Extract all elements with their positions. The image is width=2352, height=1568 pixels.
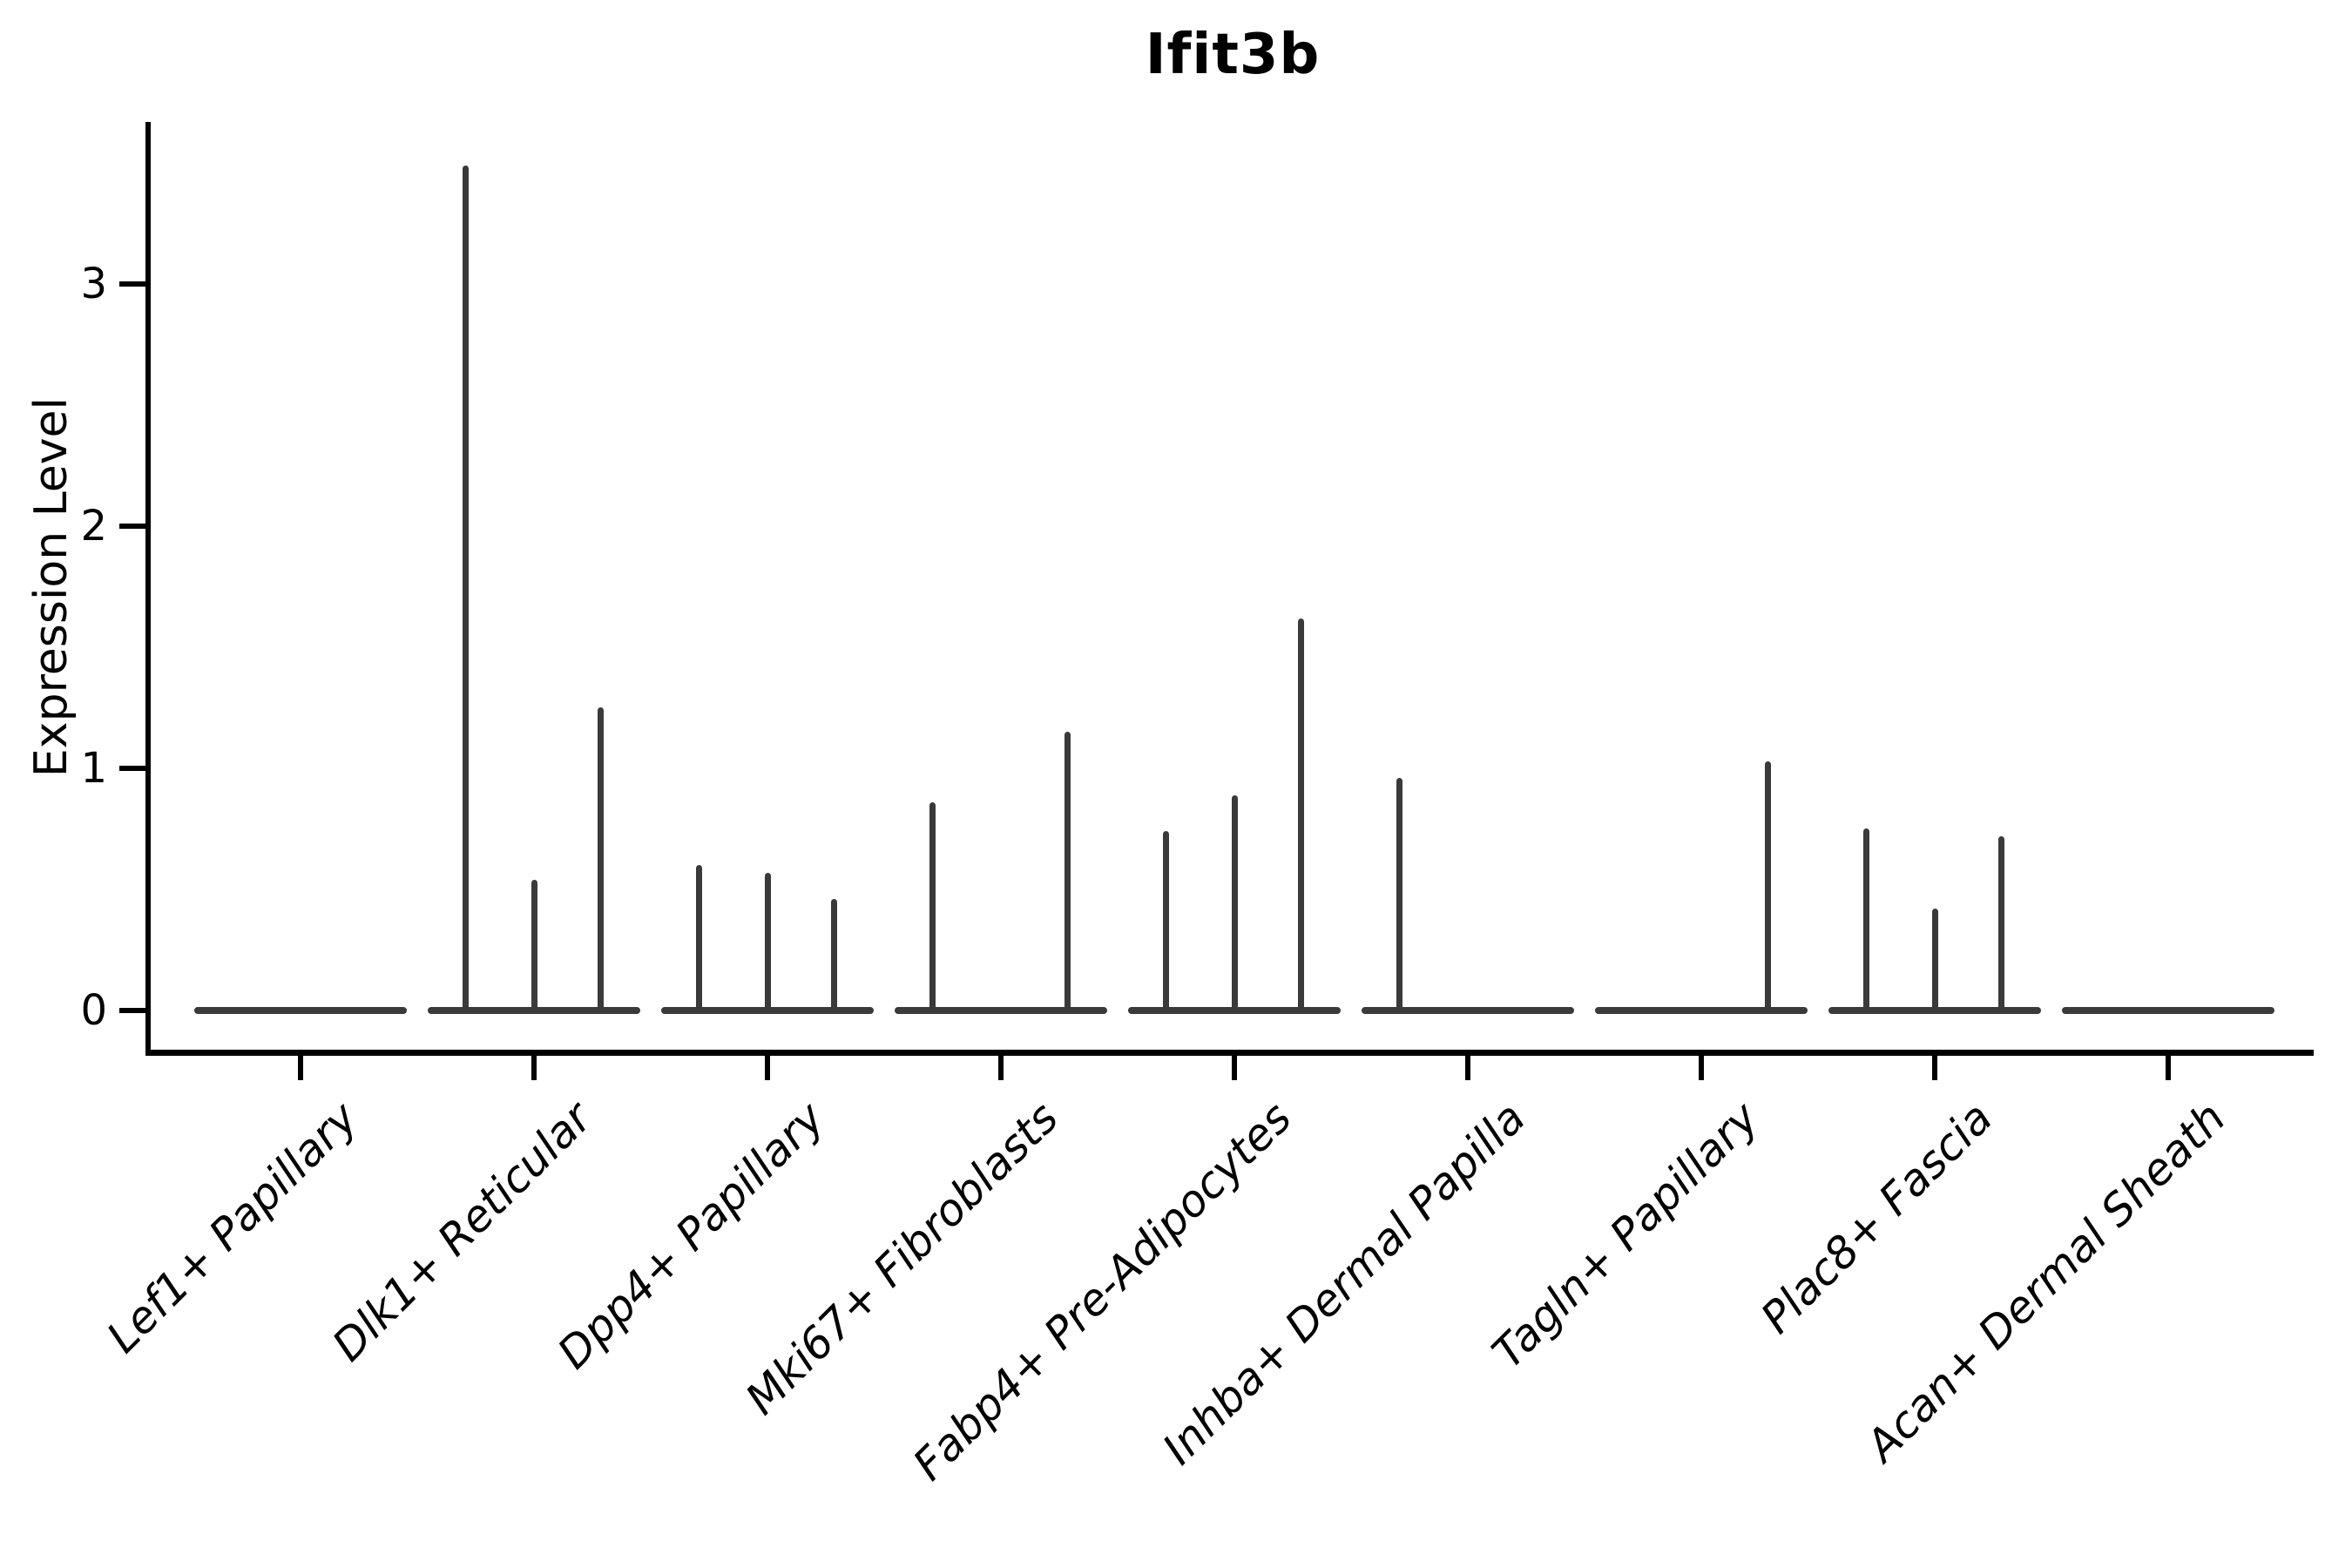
violin-baseline [1828, 1007, 2041, 1014]
violin-spike [1396, 778, 1402, 1010]
x-tick-label: Lef1+ Papillary [97, 1092, 368, 1363]
violin-spike [531, 880, 537, 1010]
chart-title: Ifit3b [1145, 23, 1321, 87]
x-tick-mark [1465, 1056, 1470, 1080]
y-tick-mark [119, 1008, 145, 1013]
x-tick-mark [2166, 1056, 2171, 1080]
violin-baseline [194, 1007, 407, 1014]
y-tick-label: 2 [80, 502, 107, 551]
x-tick-mark [531, 1056, 537, 1080]
x-tick-label: Dlk1+ Reticular [322, 1092, 602, 1371]
x-tick-label: Plac8+ Fascia [1751, 1092, 2003, 1343]
violin-baseline [428, 1007, 640, 1014]
violin-baseline [1362, 1007, 1574, 1014]
violin-spike [830, 899, 837, 1010]
y-tick-label: 1 [80, 744, 107, 793]
violin-spike [1064, 732, 1071, 1010]
y-tick-label: 0 [80, 986, 107, 1035]
y-axis-spine [145, 122, 151, 1056]
y-tick-mark [119, 766, 145, 771]
violin-baseline [661, 1007, 874, 1014]
y-tick-label: 3 [80, 260, 107, 308]
violin-baseline [1128, 1007, 1341, 1014]
violin-baseline [2062, 1007, 2274, 1014]
x-tick-label: Fabp4+ Pre-Adipocytes [903, 1092, 1302, 1490]
violin-spike [695, 865, 702, 1010]
violin-spike [1231, 795, 1238, 1010]
x-axis-spine [145, 1050, 2314, 1056]
violin-spike [1764, 761, 1771, 1010]
violin-baseline [895, 1007, 1107, 1014]
x-tick-mark [765, 1056, 770, 1080]
violin-baseline [1595, 1007, 1808, 1014]
violin-spike [462, 166, 469, 1010]
violin-spike [764, 873, 771, 1010]
y-axis-label: Expression Level [25, 396, 78, 778]
violin-spike [1997, 836, 2004, 1010]
violin-spike [1862, 828, 1869, 1010]
x-tick-mark [998, 1056, 1004, 1080]
x-tick-mark [1932, 1056, 1937, 1080]
x-tick-mark [1232, 1056, 1237, 1080]
y-tick-mark [119, 524, 145, 529]
violin-spike [1162, 831, 1169, 1010]
violin-spike [1297, 618, 1304, 1010]
y-tick-mark [119, 281, 145, 287]
x-tick-mark [1699, 1056, 1704, 1080]
violin-spike [929, 802, 936, 1010]
violin-spike [597, 707, 604, 1010]
violin-spike [1931, 909, 1938, 1010]
x-tick-mark [298, 1056, 303, 1080]
